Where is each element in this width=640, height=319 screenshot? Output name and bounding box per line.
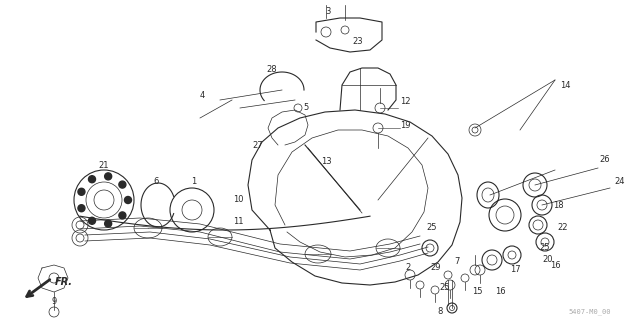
Text: 5: 5 <box>303 103 308 113</box>
Circle shape <box>105 220 111 227</box>
Text: 27: 27 <box>253 140 263 150</box>
Circle shape <box>105 173 111 180</box>
Text: 14: 14 <box>560 80 570 90</box>
Text: 11: 11 <box>233 218 243 226</box>
Text: 13: 13 <box>321 158 332 167</box>
Text: 4: 4 <box>200 91 205 100</box>
Text: 25: 25 <box>427 224 437 233</box>
Text: 22: 22 <box>557 224 568 233</box>
Text: 18: 18 <box>553 201 563 210</box>
Text: 25: 25 <box>540 243 550 253</box>
Circle shape <box>119 181 126 188</box>
Circle shape <box>88 176 95 183</box>
Circle shape <box>88 217 95 224</box>
Text: 25: 25 <box>440 284 451 293</box>
Text: 1: 1 <box>191 177 196 187</box>
Text: 15: 15 <box>472 287 483 296</box>
Text: 12: 12 <box>400 98 410 107</box>
Text: 19: 19 <box>400 121 410 130</box>
Text: 5407-M0_00: 5407-M0_00 <box>569 309 611 315</box>
Text: 24: 24 <box>615 177 625 187</box>
Text: 29: 29 <box>431 263 441 272</box>
Circle shape <box>78 205 85 212</box>
Text: 17: 17 <box>509 265 520 275</box>
Text: 8: 8 <box>437 308 443 316</box>
Text: 7: 7 <box>454 257 460 266</box>
Text: 3: 3 <box>325 8 331 17</box>
Text: 2: 2 <box>405 263 411 272</box>
Text: 6: 6 <box>154 177 159 187</box>
Text: 9: 9 <box>51 298 56 307</box>
Text: 21: 21 <box>99 160 109 169</box>
Text: FR.: FR. <box>55 277 73 287</box>
Text: 16: 16 <box>495 287 506 296</box>
Text: 26: 26 <box>600 155 611 165</box>
Circle shape <box>119 212 126 219</box>
Text: 28: 28 <box>267 65 277 75</box>
Text: 23: 23 <box>353 38 364 47</box>
Circle shape <box>78 188 85 195</box>
Text: 16: 16 <box>550 261 560 270</box>
Text: 20: 20 <box>543 256 553 264</box>
Circle shape <box>125 197 131 204</box>
Text: 10: 10 <box>233 196 243 204</box>
